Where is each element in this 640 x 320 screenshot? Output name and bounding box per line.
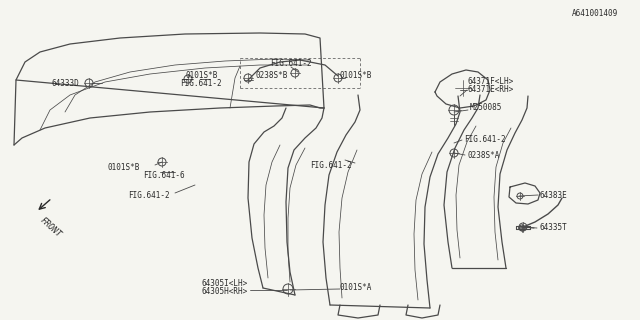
Text: M250085: M250085 [470, 103, 502, 113]
Text: FIG.641-2: FIG.641-2 [180, 79, 221, 89]
Text: A641001409: A641001409 [572, 10, 618, 19]
Text: 0238S*B: 0238S*B [255, 71, 287, 81]
Text: FIG.641-6: FIG.641-6 [143, 171, 184, 180]
Text: 64371E<RH>: 64371E<RH> [468, 85, 515, 94]
Text: 64305I<LH>: 64305I<LH> [202, 279, 248, 289]
Text: 0101S*A: 0101S*A [340, 284, 372, 292]
Text: 0101S*B: 0101S*B [185, 71, 218, 81]
Text: 0238S*A: 0238S*A [468, 150, 500, 159]
Text: 64333D: 64333D [52, 79, 80, 89]
Text: 64335T: 64335T [540, 223, 568, 233]
Text: FIG.641-2: FIG.641-2 [128, 190, 170, 199]
Text: 64305H<RH>: 64305H<RH> [202, 287, 248, 297]
Text: FIG.641-2: FIG.641-2 [464, 135, 506, 145]
Text: 0101S*B: 0101S*B [108, 164, 140, 172]
Text: 64371F<LH>: 64371F<LH> [468, 77, 515, 86]
Text: FRONT: FRONT [38, 216, 63, 239]
Text: 64383E: 64383E [540, 190, 568, 199]
Text: FIG.641-2: FIG.641-2 [310, 161, 351, 170]
Text: 0101S*B: 0101S*B [340, 71, 372, 81]
Text: FIG.641-2: FIG.641-2 [270, 59, 312, 68]
